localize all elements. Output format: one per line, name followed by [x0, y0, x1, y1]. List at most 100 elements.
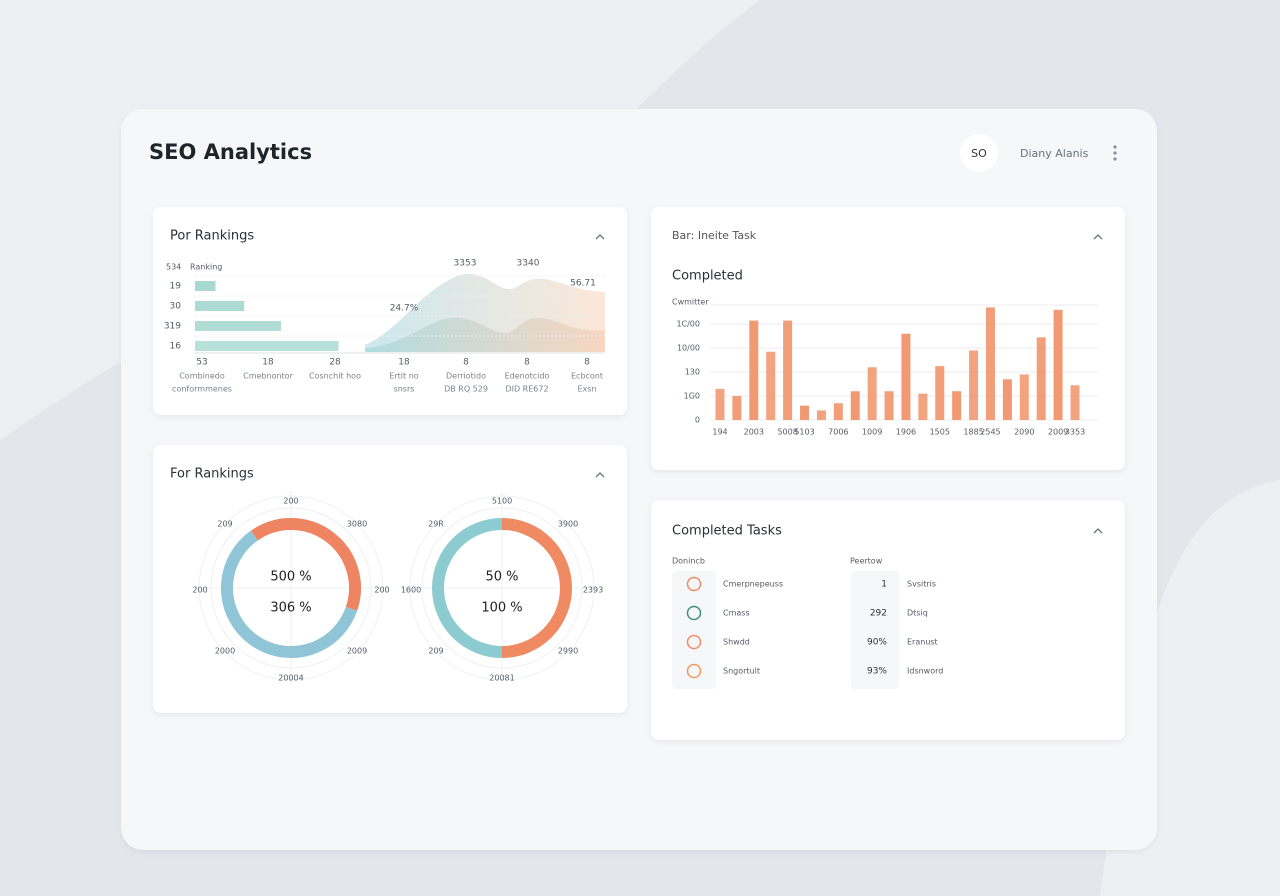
column-label: snsrs — [394, 385, 415, 394]
column-header: Peertow — [850, 557, 883, 566]
x-tick-label: 28 — [329, 358, 341, 368]
center-label: 306 % — [270, 601, 311, 616]
bar — [850, 391, 860, 420]
column-label: conformmenes — [172, 385, 232, 394]
ring-label: 200 — [283, 497, 298, 506]
x-tick-label: 5103 — [794, 428, 814, 437]
x-tick-label: 5008 — [777, 428, 797, 437]
bar — [918, 393, 928, 420]
axis-header: Ranking — [190, 263, 222, 272]
x-tick-label: 8 — [584, 358, 590, 368]
bar — [800, 405, 810, 420]
x-tick-label: 1009 — [862, 428, 882, 437]
avatar[interactable] — [960, 134, 998, 172]
app-title: SEO Analytics — [149, 140, 312, 164]
x-tick-label: 1906 — [896, 428, 916, 437]
bar — [901, 333, 911, 420]
bar — [935, 366, 945, 420]
bar — [715, 388, 725, 420]
y-tick-label: 319 — [164, 322, 181, 332]
annotation: 3340 — [517, 259, 540, 269]
bar — [1053, 309, 1063, 420]
donut-segment — [250, 518, 361, 611]
y-tick-label: 30 — [170, 302, 182, 312]
bar — [1036, 337, 1046, 420]
task-value: 90% — [867, 638, 887, 648]
task-name: Sngortult — [723, 667, 760, 676]
panel-title: For Rankings — [170, 467, 254, 482]
task-status: Svsitris — [907, 580, 936, 589]
column-label: Cmebnontor — [243, 372, 293, 381]
column-label: Edenotcido — [505, 372, 550, 381]
bar — [833, 403, 843, 420]
y-axis-label: Cwmitter — [672, 298, 709, 307]
annotation: 3353 — [454, 259, 477, 269]
column-label: Ertit no — [389, 372, 418, 381]
task-name: Shwdd — [723, 638, 750, 647]
panel-title: Bar: Ineite Task — [672, 229, 757, 242]
column-label: Derriotido — [446, 372, 486, 381]
axis-header: 534 — [166, 263, 181, 272]
column-bg — [672, 571, 716, 689]
x-tick-label: 18 — [262, 358, 274, 368]
ring-label: 209 — [217, 520, 232, 529]
avatar-text: SO — [971, 147, 987, 160]
bar — [1070, 385, 1080, 420]
ring-label: 2990 — [558, 647, 578, 656]
ring-label: 2009 — [347, 647, 367, 656]
area-wave — [365, 317, 605, 352]
x-tick-label: 3353 — [1065, 428, 1085, 437]
center-label: 100 % — [481, 601, 522, 616]
y-tick-label: 16 — [170, 342, 182, 352]
bar — [1019, 374, 1029, 420]
column-label: Exsn — [577, 385, 596, 394]
task-value: 93% — [867, 667, 887, 677]
ring-label: 209 — [428, 647, 443, 656]
bar — [969, 350, 979, 420]
task-status: Eranust — [907, 638, 938, 647]
bar — [816, 410, 826, 420]
y-tick-label: 19 — [170, 282, 182, 292]
collapse-icons[interactable] — [595, 234, 1103, 534]
user-name[interactable]: Diany Alanis — [1020, 147, 1089, 160]
x-tick-label: 53 — [196, 358, 207, 368]
bar — [195, 321, 282, 331]
task-name: Cmerpnepeuss — [723, 580, 783, 589]
bar — [195, 301, 245, 311]
column-label: DB RQ 529 — [444, 385, 488, 394]
panel-title: Completed Tasks — [672, 524, 782, 539]
annotation: 56.71 — [570, 279, 596, 289]
ring-label: 5100 — [492, 497, 512, 506]
annotation: 24.7% — [390, 304, 419, 314]
menu-icon[interactable] — [1113, 145, 1117, 161]
x-tick-label: 8 — [463, 358, 469, 368]
donut-segment — [501, 518, 572, 658]
task-icon — [686, 634, 702, 650]
column-label: Ecbcont — [571, 372, 603, 381]
task-value: 292 — [870, 609, 887, 619]
x-tick-label: 2545 — [980, 428, 1000, 437]
bar — [867, 367, 877, 420]
task-status: Dtsiq — [907, 609, 928, 618]
center-label: 50 % — [485, 570, 518, 585]
ring-label: 2000 — [215, 647, 235, 656]
bar — [195, 341, 339, 351]
task-icon — [686, 605, 702, 621]
bar — [783, 320, 793, 420]
ring-label: 29R — [428, 520, 444, 529]
bar — [884, 391, 894, 420]
column-label: Combinedo — [179, 372, 225, 381]
panel-title: Por Rankings — [170, 229, 254, 244]
x-tick-label: 2009 — [1048, 428, 1068, 437]
ring-label: 2393 — [583, 586, 603, 595]
y-tick-label: 0 — [695, 416, 700, 425]
chart-subtitle: Completed — [672, 269, 743, 284]
x-tick-label: 1505 — [930, 428, 950, 437]
x-tick-label: 194 — [712, 428, 727, 437]
y-tick-label: 130 — [685, 368, 700, 377]
ring-label: 200 — [192, 586, 207, 595]
bar — [195, 281, 216, 291]
task-value: 1 — [881, 580, 887, 590]
